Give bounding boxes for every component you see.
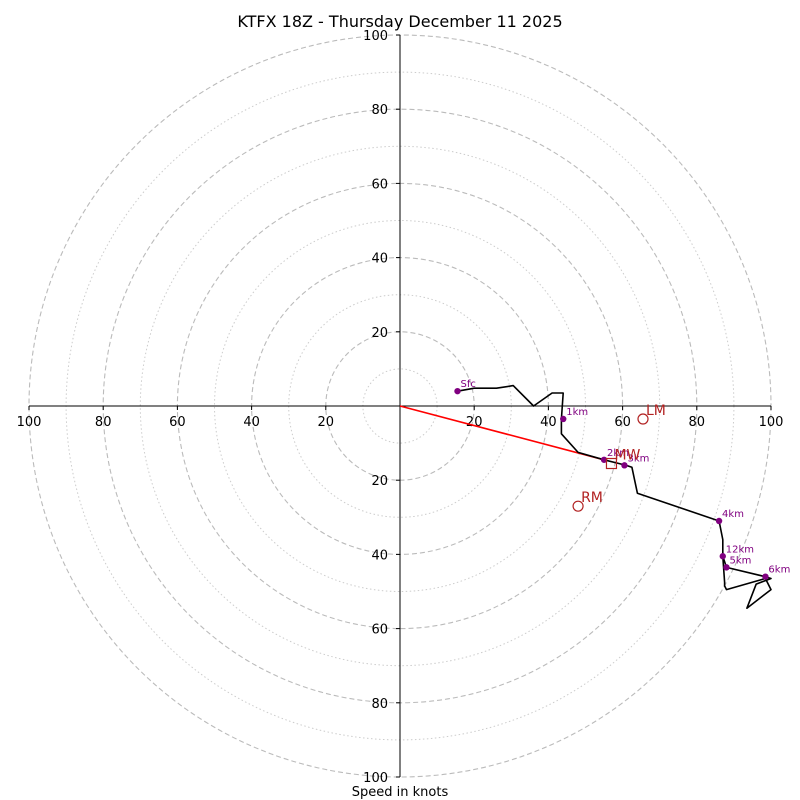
x-tick-label: 80 [95,415,112,430]
y-tick-label: 80 [371,103,388,118]
shear-vector-line [399,405,605,461]
hodograph-trace [457,384,772,610]
x-tick-label: 40 [540,415,557,430]
storm-motion-marker [637,413,649,425]
y-tick-label: 60 [371,177,388,192]
y-tick-label: 80 [371,697,388,712]
x-tick-label: 40 [243,415,260,430]
shear-vector [399,405,605,461]
height-label: 2km [607,448,629,459]
x-tick-label: 100 [759,415,784,430]
height-label: 6km [768,565,790,576]
storm-motion-label: MW [614,448,640,464]
x-axis-label: Speed in knots [352,785,449,800]
y-tick-label: 40 [371,252,388,267]
height-marker [560,415,567,423]
y-tick-label: 40 [371,548,388,563]
x-tick-label: 100 [17,415,42,430]
height-label: 4km [722,509,744,520]
x-tick-label: 60 [614,415,631,430]
y-tick-label: 60 [371,623,388,638]
x-tick-label: 20 [318,415,335,430]
height-label: 5km [729,555,751,566]
storm-motion-label: RM [581,490,603,506]
height-label: 1km [566,407,588,418]
height-marker [454,387,461,395]
height-label: 3km [627,453,649,464]
storm-motion-markers: LM RM MW [572,403,666,512]
height-marker [715,517,723,525]
height-marker [723,564,730,571]
y-tick-label: 100 [363,771,388,786]
hodograph-line [457,384,772,610]
height-marker [762,573,769,580]
y-tick-label: 20 [371,474,388,489]
x-tick-label: 60 [169,415,186,430]
height-marker [719,553,726,560]
height-label: Sfc [461,379,476,390]
x-tick-label: 80 [689,415,706,430]
y-tick-label: 20 [371,326,388,341]
storm-motion-marker [572,500,584,512]
height-marker [621,462,628,469]
mean-wind-marker [605,457,618,470]
tick-labels: 100 80 60 40 20 20 40 60 80 100100806040202040608… [17,29,784,786]
height-label: 12km [726,544,754,555]
storm-motion-label: LM [646,403,666,419]
chart-title: KTFX 18Z - Thursday December 11 2025 [237,12,562,31]
height-marker [600,456,608,463]
y-tick-label: 100 [363,29,388,44]
